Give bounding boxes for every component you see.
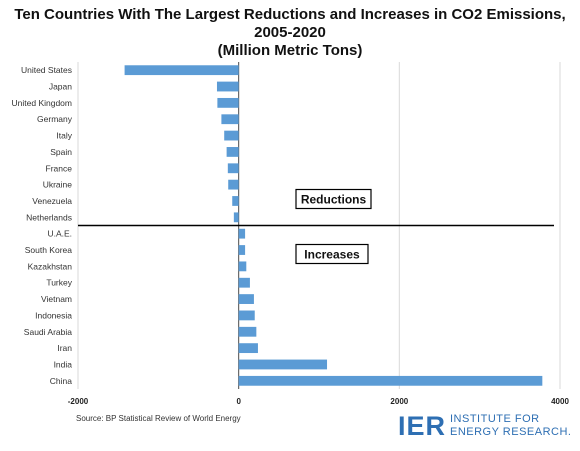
annotation-box-1 bbox=[295, 243, 369, 265]
source-note: Source: BP Statistical Review of World E… bbox=[76, 414, 241, 423]
category-label-10: U.A.E. bbox=[47, 229, 72, 239]
annotation-label-0: Reductions bbox=[301, 193, 367, 207]
category-label-13: Turkey bbox=[46, 278, 72, 288]
category-label-8: Venezuela bbox=[32, 196, 72, 206]
category-label-0: United States bbox=[21, 65, 72, 75]
category-label-2: United Kingdom bbox=[12, 98, 72, 108]
bar-5 bbox=[226, 147, 239, 157]
x-tick-label-0: -2000 bbox=[68, 397, 89, 406]
bar-0 bbox=[124, 65, 239, 76]
category-label-4: Italy bbox=[56, 131, 72, 141]
category-label-14: Vietnam bbox=[41, 294, 72, 304]
annotation-label-1: Increases bbox=[304, 248, 360, 262]
category-label-1: Japan bbox=[49, 82, 72, 92]
bar-10 bbox=[238, 228, 246, 239]
chart-title: Ten Countries With The Largest Reduction… bbox=[0, 6, 580, 60]
x-tick-label-1: 0 bbox=[236, 397, 241, 406]
category-label-11: South Korea bbox=[25, 245, 73, 255]
x-tick-label-3: 4000 bbox=[551, 397, 569, 406]
category-label-9: Netherlands bbox=[26, 212, 72, 222]
category-label-3: Germany bbox=[37, 114, 73, 124]
bar-12 bbox=[238, 261, 247, 272]
annotation-box-0 bbox=[295, 188, 372, 210]
logo-line-2: ENERGY RESEARCH. bbox=[450, 426, 572, 438]
category-label-16: Saudi Arabia bbox=[24, 327, 72, 337]
bar-6 bbox=[227, 163, 239, 174]
category-label-6: France bbox=[46, 163, 73, 173]
logo-text: INSTITUTE FOR ENERGY RESEARCH. bbox=[450, 413, 572, 439]
category-label-19: China bbox=[50, 376, 72, 386]
chart-title-main: Ten Countries With The Largest Reduction… bbox=[14, 6, 566, 41]
bar-17 bbox=[238, 343, 258, 354]
bar-16 bbox=[238, 326, 257, 337]
bar-15 bbox=[238, 310, 255, 321]
bar-9 bbox=[233, 212, 239, 223]
chart-subtitle: (Million Metric Tons) bbox=[217, 42, 363, 59]
bar-18 bbox=[238, 359, 328, 370]
bar-8 bbox=[232, 196, 239, 206]
category-label-7: Ukraine bbox=[43, 180, 73, 190]
bar-2 bbox=[217, 97, 239, 108]
bar-3 bbox=[221, 114, 239, 125]
category-label-12: Kazakhstan bbox=[28, 261, 73, 271]
category-label-18: India bbox=[54, 359, 73, 369]
bar-11 bbox=[238, 245, 246, 255]
bar-4 bbox=[224, 130, 239, 141]
category-label-5: Spain bbox=[50, 147, 72, 157]
bar-7 bbox=[228, 179, 239, 190]
bar-1 bbox=[216, 81, 239, 92]
bar-13 bbox=[238, 277, 250, 288]
category-label-17: Iran bbox=[57, 343, 72, 353]
bar-14 bbox=[238, 294, 254, 304]
logo-mark: IER bbox=[398, 411, 447, 441]
x-tick-label-2: 2000 bbox=[390, 397, 408, 406]
logo-line-1: INSTITUTE FOR bbox=[450, 413, 540, 425]
bar-19 bbox=[238, 375, 543, 386]
category-label-15: Indonesia bbox=[35, 310, 72, 320]
